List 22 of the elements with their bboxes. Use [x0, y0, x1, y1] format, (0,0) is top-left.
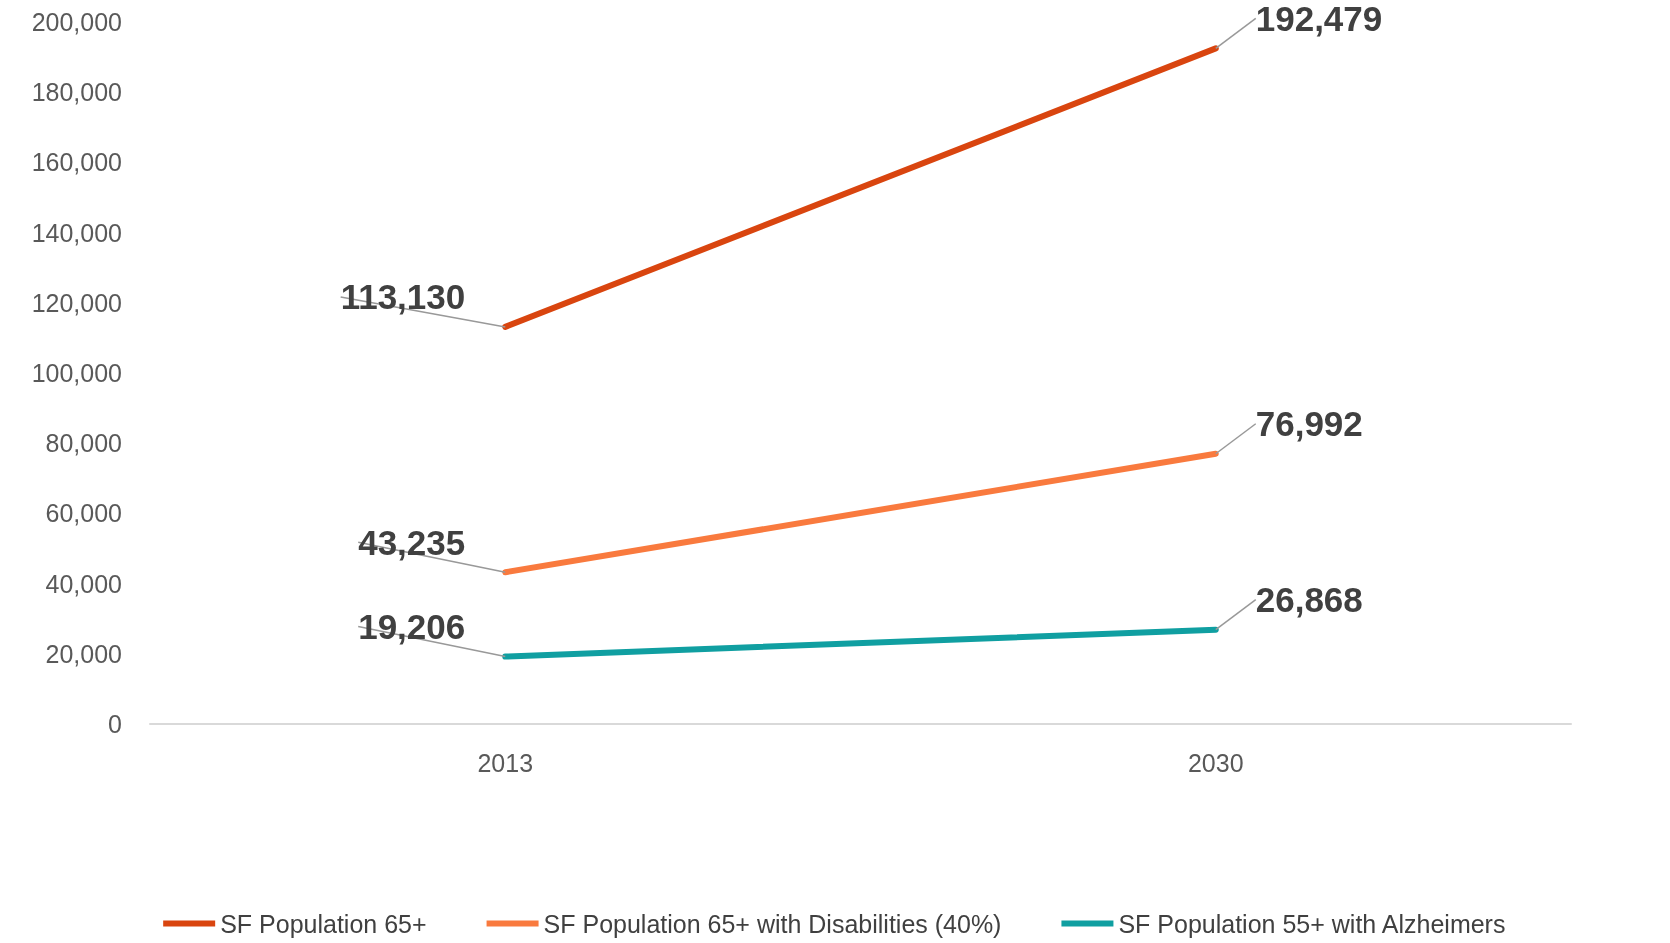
y-tick-label: 20,000: [45, 639, 122, 668]
x-tick-label: 2030: [1187, 748, 1244, 777]
data-label: 113,130: [340, 277, 466, 317]
y-tick-label: 80,000: [45, 429, 122, 458]
legend-label: SF Population 55+ with Alzheimers: [1118, 909, 1506, 938]
y-tick-label: 40,000: [45, 569, 122, 598]
y-tick-label: 200,000: [31, 8, 122, 36]
x-tick-label: 2013: [477, 748, 534, 777]
y-tick-label: 180,000: [31, 78, 122, 107]
y-tick-label: 0: [108, 710, 122, 738]
legend-label: SF Population 65+: [220, 909, 427, 938]
data-label: 19,206: [358, 607, 466, 647]
y-tick-label: 160,000: [31, 148, 122, 177]
y-tick-label: 140,000: [31, 218, 122, 247]
data-label: 76,992: [1255, 404, 1363, 444]
y-tick-label: 120,000: [31, 288, 122, 317]
y-tick-label: 100,000: [31, 359, 122, 387]
legend-label: SF Population 65+ with Disabilities (40%): [543, 909, 1002, 938]
y-tick-label: 60,000: [45, 499, 122, 528]
data-label: 26,868: [1255, 580, 1363, 620]
data-label: 43,235: [358, 522, 466, 562]
data-label: 192,479: [1255, 0, 1383, 38]
